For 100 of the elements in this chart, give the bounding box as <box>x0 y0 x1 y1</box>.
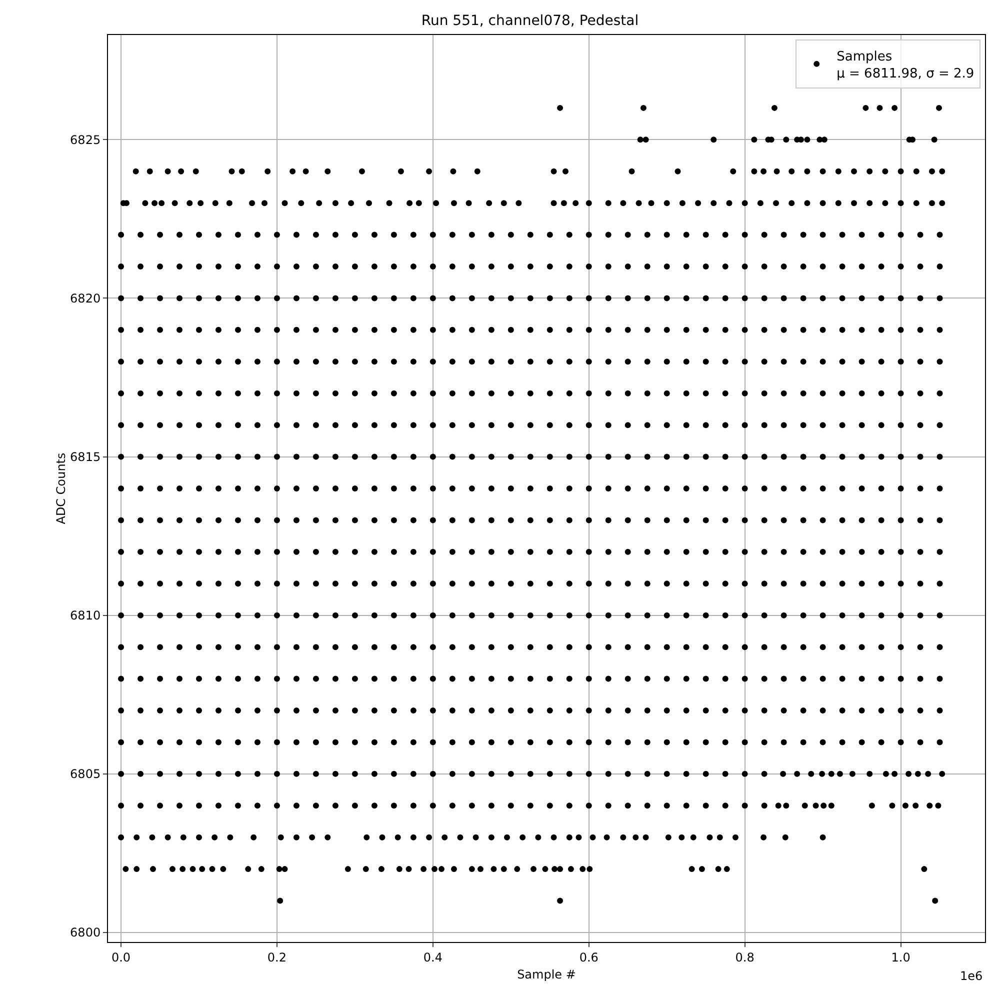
point <box>566 326 572 333</box>
point <box>820 295 826 302</box>
point <box>566 454 572 460</box>
point <box>468 232 475 238</box>
point <box>488 548 494 555</box>
point <box>566 264 572 270</box>
point <box>550 200 557 206</box>
point <box>254 707 260 714</box>
point <box>794 770 800 777</box>
point <box>586 326 592 333</box>
point <box>332 264 338 270</box>
point <box>226 200 232 206</box>
point <box>742 422 748 428</box>
point <box>808 770 814 777</box>
point <box>488 676 494 682</box>
point <box>449 264 456 270</box>
point <box>605 454 612 460</box>
point <box>742 295 748 302</box>
point <box>878 707 884 714</box>
point <box>624 644 631 650</box>
point <box>274 295 280 302</box>
point <box>683 802 690 809</box>
point <box>508 580 514 587</box>
point <box>293 612 300 618</box>
point <box>642 136 649 143</box>
point <box>196 422 202 428</box>
point <box>254 390 260 396</box>
point <box>878 264 884 270</box>
x-tick-label: 1.0 <box>891 950 910 964</box>
point <box>780 295 787 302</box>
point <box>245 866 252 872</box>
point <box>674 168 681 174</box>
point <box>566 770 572 777</box>
point <box>152 200 158 206</box>
point <box>800 676 806 682</box>
point <box>274 486 280 492</box>
point <box>138 802 144 809</box>
point <box>624 580 631 587</box>
point <box>742 454 748 460</box>
point <box>488 834 494 840</box>
point <box>302 168 309 174</box>
point <box>678 834 685 840</box>
point <box>199 866 206 872</box>
point <box>157 390 164 396</box>
point <box>566 739 572 746</box>
point <box>254 548 260 555</box>
point <box>209 866 216 872</box>
point <box>406 200 413 206</box>
point <box>312 326 319 333</box>
point <box>430 326 436 333</box>
point <box>878 326 884 333</box>
point <box>644 295 650 302</box>
point <box>644 548 650 555</box>
point <box>164 168 171 174</box>
point <box>262 200 268 206</box>
point <box>527 358 534 365</box>
point <box>449 422 456 428</box>
point <box>390 739 397 746</box>
legend-label: Samples μ = 6811.98, σ = 2.9 <box>836 50 974 82</box>
point <box>917 676 924 682</box>
point <box>410 802 416 809</box>
point <box>474 168 480 174</box>
point <box>527 548 534 555</box>
point <box>157 454 164 460</box>
point <box>761 644 768 650</box>
point <box>939 770 946 777</box>
point <box>508 232 514 238</box>
point <box>176 548 182 555</box>
point <box>332 295 338 302</box>
point <box>780 580 787 587</box>
point <box>820 612 826 618</box>
point <box>508 422 514 428</box>
point <box>928 200 935 206</box>
point <box>390 486 397 492</box>
point <box>472 834 479 840</box>
point <box>274 517 280 524</box>
point <box>800 644 806 650</box>
point <box>664 739 670 746</box>
point <box>878 676 884 682</box>
point <box>254 580 260 587</box>
y-tick-label: 6810 <box>70 608 101 623</box>
point <box>508 644 514 650</box>
point <box>508 358 514 365</box>
point <box>800 326 806 333</box>
point <box>196 358 202 365</box>
point <box>430 580 436 587</box>
point <box>234 264 241 270</box>
point <box>234 612 241 618</box>
point <box>780 770 786 777</box>
point <box>716 834 723 840</box>
point <box>917 612 924 618</box>
point <box>552 866 558 872</box>
point <box>761 580 768 587</box>
point <box>274 676 280 682</box>
point <box>274 770 280 777</box>
point <box>410 358 416 365</box>
point <box>820 802 827 809</box>
point <box>628 168 635 174</box>
point <box>780 390 787 396</box>
point <box>722 580 728 587</box>
